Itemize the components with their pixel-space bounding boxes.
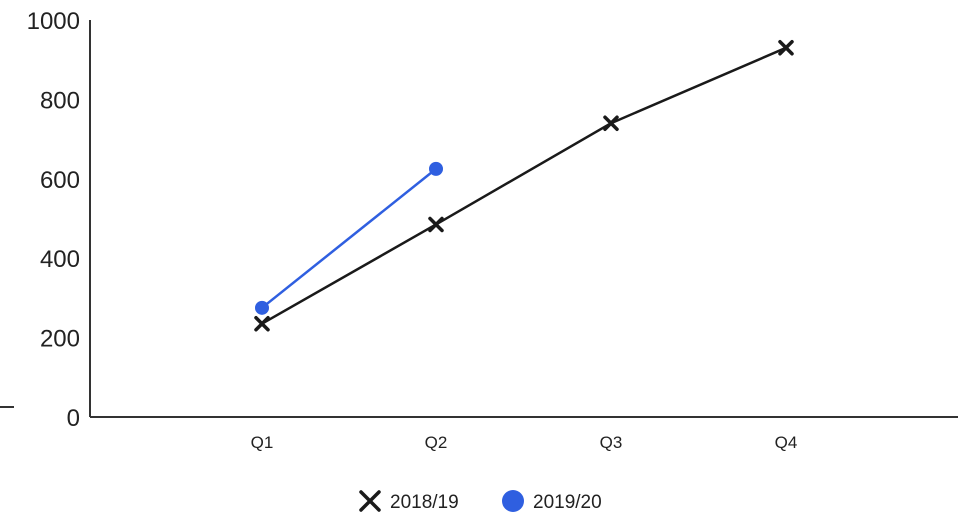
series <box>254 40 794 332</box>
data-point-marker <box>603 115 619 131</box>
data-point-marker <box>428 216 444 233</box>
legend-marker <box>502 490 524 512</box>
series-line <box>261 167 437 309</box>
legend-label: 2019/20 <box>533 492 602 513</box>
y-tick-label: 400 <box>40 246 80 273</box>
x-tick-label: Q3 <box>600 433 623 452</box>
y-tick-label: 600 <box>40 167 80 194</box>
data-point-marker <box>778 40 794 56</box>
y-tick-label: 0 <box>67 405 80 432</box>
x-tick-label: Q4 <box>775 433 798 452</box>
y-tick-label: 1000 <box>27 8 80 35</box>
legend-marker <box>359 490 381 512</box>
legend-label: 2018/19 <box>390 492 459 513</box>
x-tick-label: Q2 <box>425 433 448 452</box>
y-tick-label: 800 <box>40 87 80 114</box>
data-point-marker <box>255 300 269 315</box>
legend-item: 2018/19 <box>359 490 459 513</box>
legend: 2018/19 2019/20 <box>359 490 602 513</box>
data-point-marker <box>429 161 443 176</box>
axes <box>0 20 958 418</box>
y-tick-labels: 0 200 400 600 800 1000 <box>27 8 80 432</box>
series-1 <box>255 161 443 315</box>
x-tick-labels: Q1 Q2 Q3 Q4 <box>251 433 798 452</box>
series-line <box>261 46 787 325</box>
x-tick-label: Q1 <box>251 433 274 452</box>
legend-item: 2019/20 <box>502 490 602 513</box>
series-0 <box>254 40 794 332</box>
data-point-marker <box>254 315 270 332</box>
y-tick-label: 200 <box>40 326 80 353</box>
